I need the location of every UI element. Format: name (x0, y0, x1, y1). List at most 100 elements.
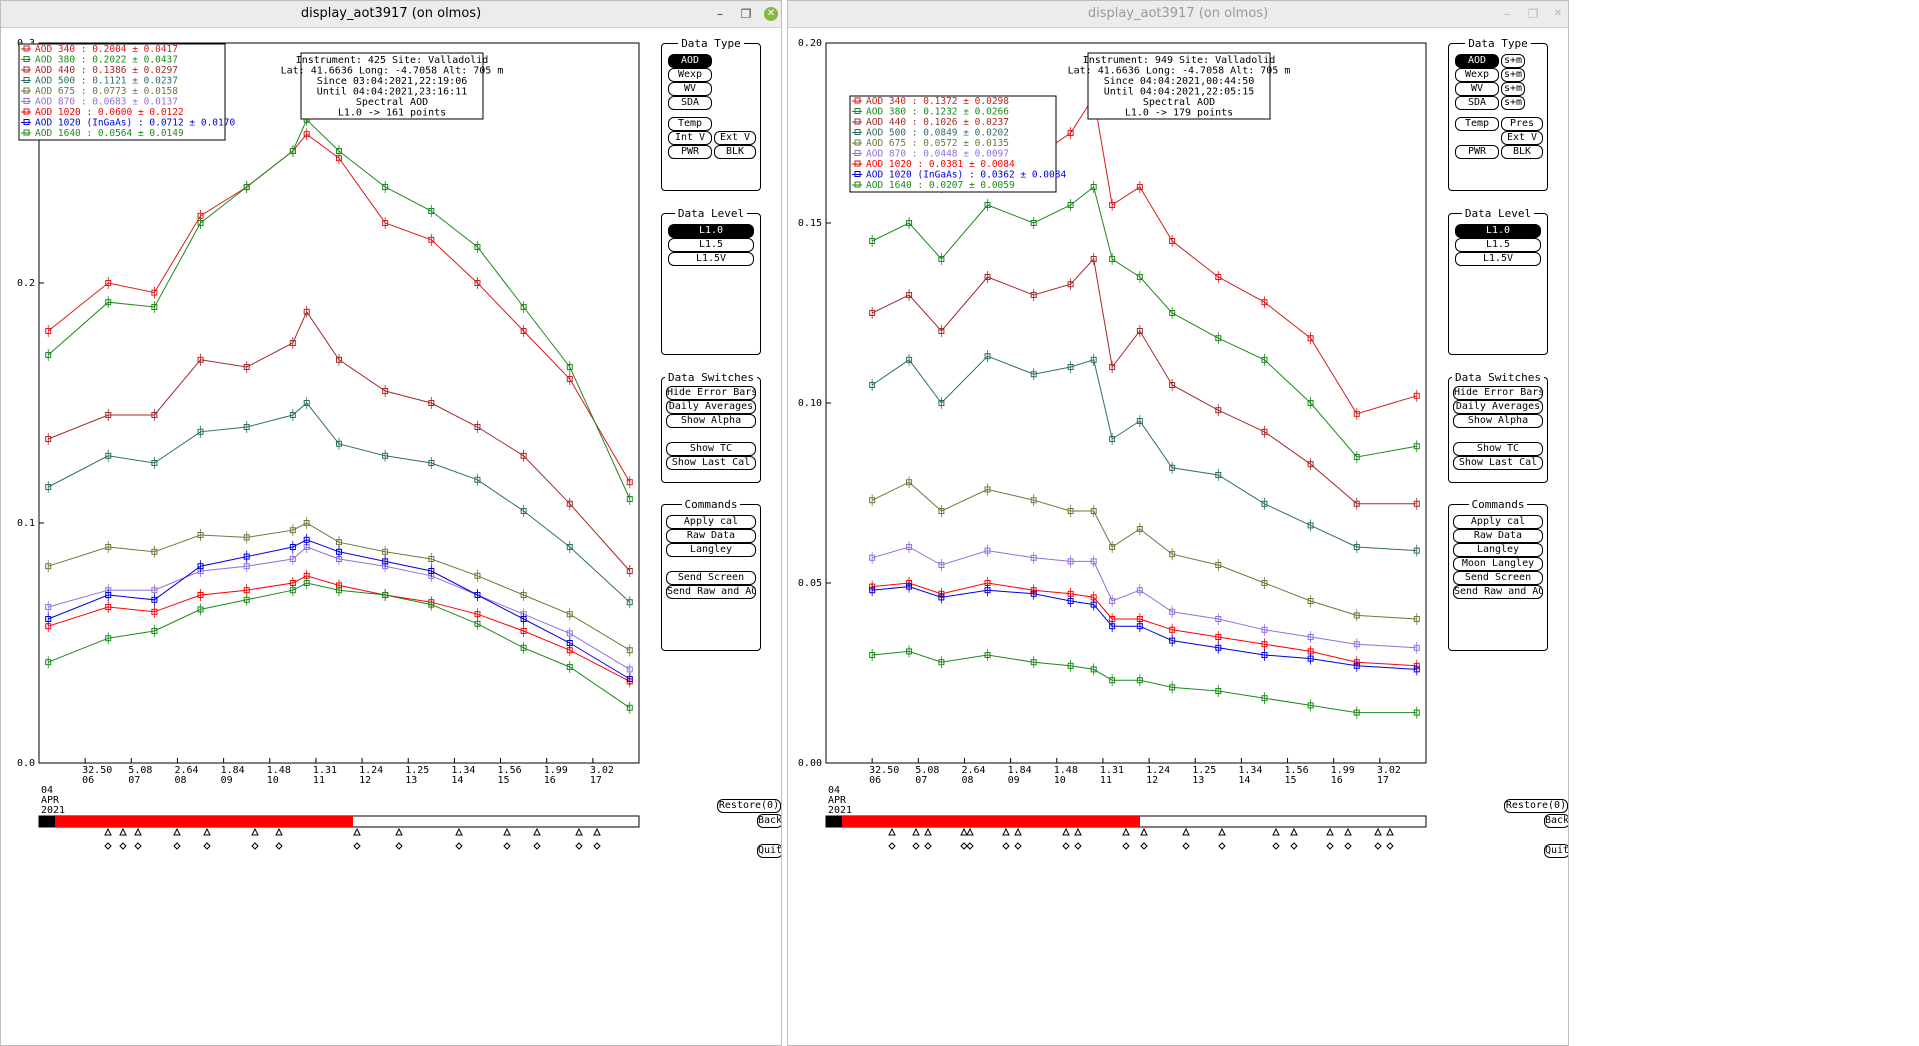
date-label: 04 (828, 785, 840, 796)
right-window-title: display_aot3917 (on olmos) (1087, 6, 1269, 21)
l1-0-button[interactable]: L1.0 (1455, 224, 1541, 238)
restore-button[interactable]: Restore(0) (717, 799, 781, 813)
marker-triangle (1374, 827, 1382, 836)
apply-cal-button[interactable]: Apply cal (1453, 515, 1543, 529)
raw-data-button[interactable]: Raw Data (1453, 529, 1543, 543)
legend-marker (854, 97, 861, 104)
legend-marker (23, 119, 30, 125)
pres-button[interactable]: Pres (1501, 117, 1543, 131)
close-icon[interactable]: ✕ (1553, 8, 1563, 19)
marker-triangle (1062, 827, 1070, 836)
l1-0-button[interactable]: L1.0 (668, 224, 754, 238)
info-line: Spectral AOD (356, 97, 428, 108)
temp-button[interactable]: Temp (1455, 117, 1499, 131)
s-m-button[interactable]: s+m (1501, 96, 1525, 110)
show-last-cal-button[interactable]: Show Last Cal (1453, 456, 1543, 470)
legend-marker (23, 129, 30, 136)
blk-button[interactable]: BLK (1501, 145, 1543, 159)
right-titlebar[interactable]: display_aot3917 (on olmos) – ❐ ✕ (788, 1, 1568, 28)
left-titlebar[interactable]: display_aot3917 (on olmos) – ❐ ✕ (1, 1, 781, 28)
info-line: Until 04:04:2021,23:16:11 (317, 87, 468, 98)
raw-data-button[interactable]: Raw Data (666, 529, 756, 543)
marker-triangle (275, 827, 283, 836)
pwr-button[interactable]: PWR (1455, 145, 1499, 159)
marker-diamond (395, 842, 403, 850)
l1-5v-button[interactable]: L1.5V (1455, 252, 1541, 266)
send-raw-and-aod-button[interactable]: Send Raw and AOD (1453, 585, 1543, 599)
restore-button[interactable]: Restore(0) (1504, 799, 1568, 813)
wexp-button[interactable]: Wexp (668, 68, 712, 82)
sda-button[interactable]: SDA (1455, 96, 1499, 110)
y-tick-label: 0.1 (17, 518, 35, 529)
wexp-button[interactable]: Wexp (1455, 68, 1499, 82)
quit-button[interactable]: Quit (1544, 844, 1569, 858)
x-hour-label: 10 (267, 775, 279, 786)
daily-averages-button[interactable]: Daily Averages (1453, 400, 1543, 414)
send-screen-button[interactable]: Send Screen (666, 571, 756, 585)
marker-diamond (173, 842, 181, 850)
marker-triangle (593, 827, 601, 836)
show-tc-button[interactable]: Show TC (1453, 442, 1543, 456)
daily-averages-button[interactable]: Daily Averages (666, 400, 756, 414)
sda-button[interactable]: SDA (668, 96, 712, 110)
send-raw-and-aod-button[interactable]: Send Raw and AOD (666, 585, 756, 599)
marker-diamond (503, 842, 511, 850)
apply-cal-button[interactable]: Apply cal (666, 515, 756, 529)
minimize-icon[interactable]: – (717, 7, 723, 21)
langley-button[interactable]: Langley (666, 543, 756, 557)
marker-triangle (395, 827, 403, 836)
quit-button[interactable]: Quit (757, 844, 782, 858)
temp-button[interactable]: Temp (668, 117, 712, 131)
marker-diamond (1344, 842, 1352, 850)
x-hour-label: 08 (174, 775, 186, 786)
s-m-button[interactable]: s+m (1501, 54, 1525, 68)
marker-diamond (1386, 842, 1394, 850)
series-line-aod-675 (48, 522, 631, 651)
panel-title-text: Commands (1468, 498, 1528, 511)
marker-triangle (251, 827, 259, 836)
marker-diamond (104, 842, 112, 850)
commands-panel: Commands Apply cal Raw Data Langley Moon Lan… (1448, 498, 1548, 651)
wv-button[interactable]: WV (668, 82, 712, 96)
moon-langley-button[interactable]: Moon Langley (1453, 557, 1543, 571)
l1-5-button[interactable]: L1.5 (668, 238, 754, 252)
info-line: Lat: 41.6636 Long: -4.7058 Alt: 705 m (281, 66, 504, 77)
wv-button[interactable]: WV (1455, 82, 1499, 96)
legend-label: AOD 1020 : 0.0381 ± 0.0084 (866, 159, 1015, 170)
s-m-button[interactable]: s+m (1501, 82, 1525, 96)
commands-panel-title: Commands (1449, 498, 1547, 511)
back-button[interactable]: Back (757, 814, 782, 828)
marker-triangle (203, 827, 211, 836)
date-label: 2021 (828, 805, 852, 816)
legend-label: AOD 440 : 0.1386 ± 0.0297 (35, 65, 178, 76)
blk-button[interactable]: BLK (714, 145, 756, 159)
show-alpha-button[interactable]: Show Alpha (666, 414, 756, 428)
l1-5v-button[interactable]: L1.5V (668, 252, 754, 266)
y-tick-label: 0.0 (17, 758, 35, 769)
minimize-icon[interactable]: – (1504, 7, 1510, 21)
ext-v-button[interactable]: Ext V (714, 131, 756, 145)
pwr-button[interactable]: PWR (668, 145, 712, 159)
aod-button[interactable]: AOD (1455, 54, 1499, 68)
left-aod-chart: 0.00.10.20.332.50065.08072.64081.84091.4… (17, 38, 640, 850)
s-m-button[interactable]: s+m (1501, 68, 1525, 82)
hide-error-bars-button[interactable]: Hide Error Bars (1453, 386, 1543, 400)
show-alpha-button[interactable]: Show Alpha (1453, 414, 1543, 428)
aod-button[interactable]: AOD (668, 54, 712, 68)
show-tc-button[interactable]: Show TC (666, 442, 756, 456)
close-icon[interactable]: ✕ (764, 7, 778, 21)
restore-icon[interactable]: ❐ (740, 7, 752, 21)
ext-v-button[interactable]: Ext V (1501, 131, 1543, 145)
send-screen-button[interactable]: Send Screen (1453, 571, 1543, 585)
x-top-label: 1.31 (313, 765, 337, 776)
langley-button[interactable]: Langley (1453, 543, 1543, 557)
restore-icon[interactable]: ❐ (1527, 7, 1539, 21)
commands-panel-title: Commands (662, 498, 760, 511)
show-last-cal-button[interactable]: Show Last Cal (666, 456, 756, 470)
hide-error-bars-button[interactable]: Hide Error Bars (666, 386, 756, 400)
marker-diamond (1290, 842, 1298, 850)
back-button[interactable]: Back (1544, 814, 1569, 828)
marker-diamond (1374, 842, 1382, 850)
int-v-button[interactable]: Int V (668, 131, 712, 145)
l1-5-button[interactable]: L1.5 (1455, 238, 1541, 252)
